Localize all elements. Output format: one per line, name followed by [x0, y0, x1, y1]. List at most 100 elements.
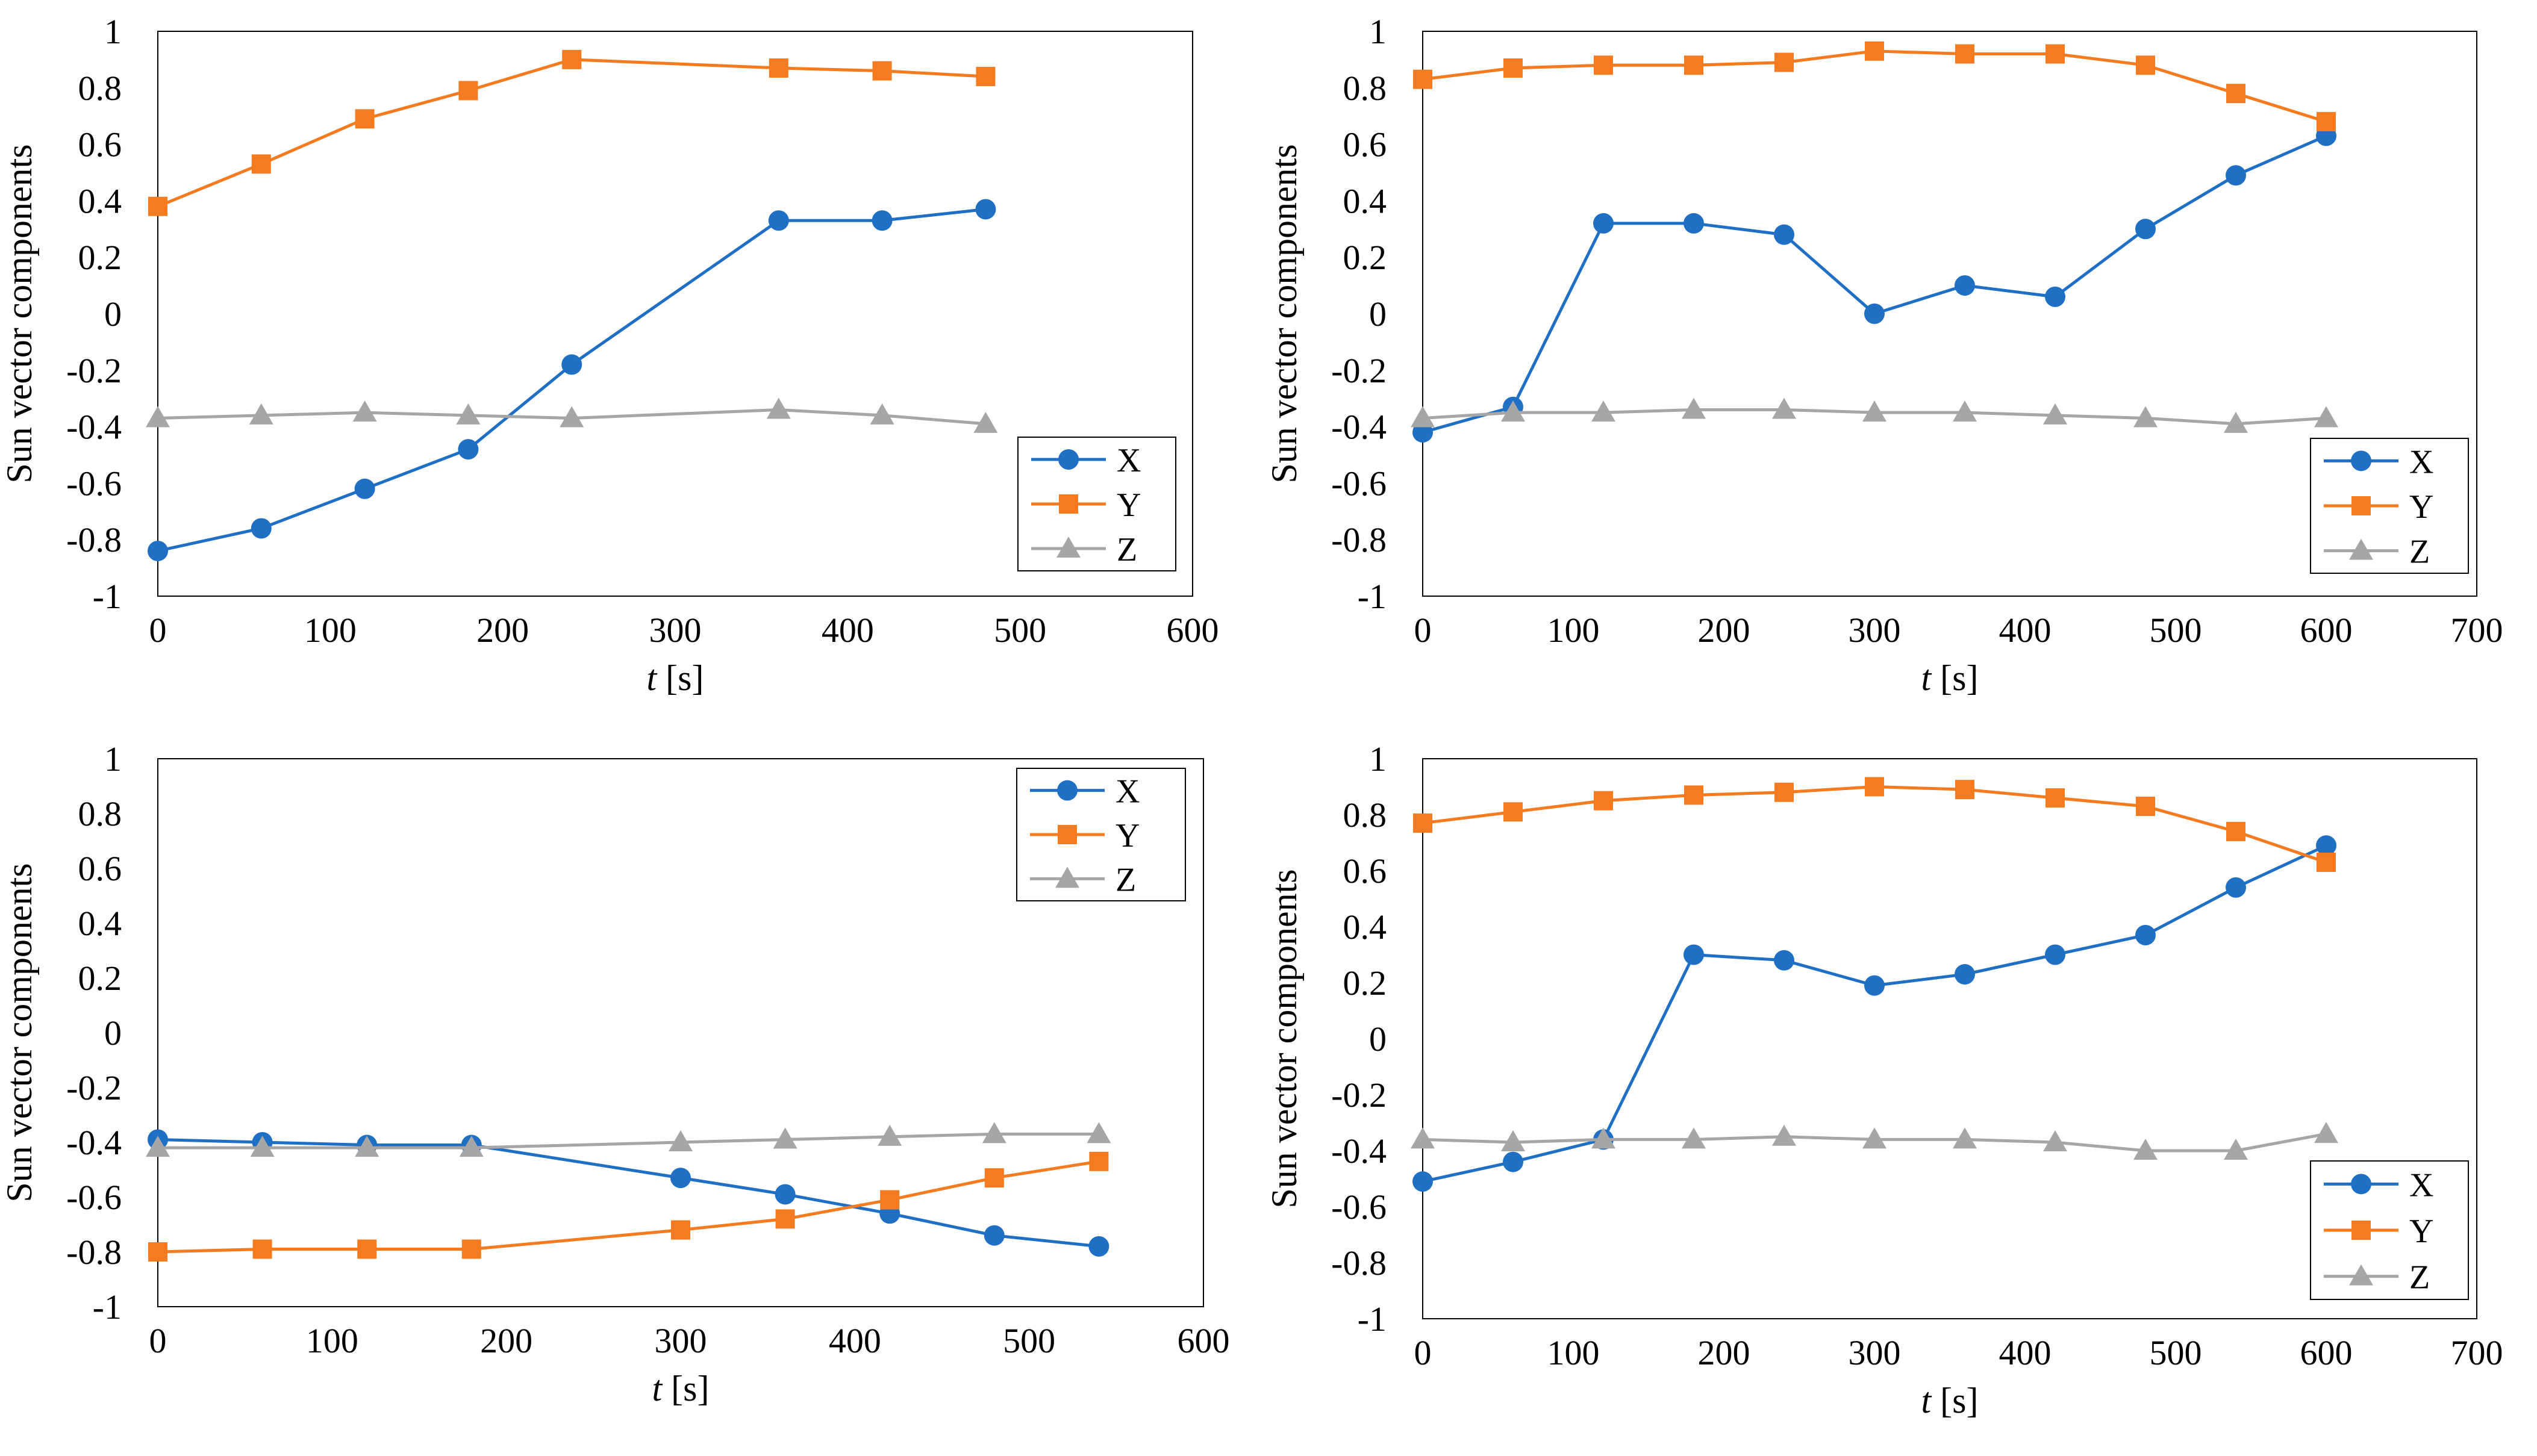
y-tick-label: 0.4 — [78, 904, 122, 943]
x-tick-label: 600 — [2300, 611, 2353, 650]
x-axis-label-unit: [s] — [1931, 658, 1978, 698]
y-tick-label: -1 — [93, 577, 122, 616]
data-point-y — [880, 1190, 900, 1210]
data-point-x — [1955, 275, 1975, 296]
data-point-y — [252, 1239, 272, 1259]
legend-marker-z — [1056, 537, 1081, 558]
data-point-x — [670, 1168, 691, 1189]
x-tick-label: 700 — [2451, 611, 2503, 650]
legend-marker-z — [2349, 1264, 2373, 1286]
x-axis-label-variable: t — [652, 1369, 663, 1408]
x-axis-label: t [s] — [1921, 658, 1979, 698]
data-point-z — [2314, 406, 2338, 428]
x-tick-label: 500 — [2150, 611, 2202, 650]
data-point-z — [560, 406, 584, 428]
data-point-y — [355, 109, 375, 129]
data-point-z — [2043, 1130, 2067, 1152]
series-line-y — [1422, 785, 2327, 864]
data-point-z — [1953, 1127, 1977, 1149]
x-tick-label: 100 — [306, 1321, 358, 1360]
legend-marker-y — [1059, 494, 1078, 514]
data-point-y — [1955, 44, 1974, 64]
data-point-x — [2316, 835, 2336, 856]
data-point-x — [1864, 303, 1885, 324]
data-point-y — [1503, 802, 1523, 822]
data-point-y — [1774, 782, 1794, 802]
x-tick-label: 500 — [1003, 1321, 1055, 1360]
legend-label-x: X — [1117, 442, 1141, 479]
y-tick-label: -0.2 — [1331, 1075, 1387, 1115]
data-point-y — [2226, 821, 2245, 841]
x-tick-label: 300 — [1849, 611, 1901, 650]
data-point-z — [1411, 1127, 1435, 1149]
data-point-y — [1865, 777, 1884, 797]
data-point-x — [1088, 1236, 1109, 1257]
data-point-x — [2135, 924, 2156, 945]
legend-marker-x — [1058, 449, 1079, 470]
data-point-z — [2133, 406, 2158, 428]
data-point-z — [870, 403, 894, 425]
x-axis-label-variable: t — [647, 658, 658, 698]
y-tick-label: 0.6 — [78, 849, 122, 888]
y-tick-label: -0.2 — [66, 1068, 122, 1107]
data-point-y — [872, 61, 892, 81]
x-tick-label: 300 — [655, 1321, 707, 1360]
x-tick-label: 0 — [1414, 611, 1432, 650]
data-point-y — [775, 1209, 795, 1229]
data-point-x — [2045, 944, 2065, 965]
data-point-x — [251, 518, 272, 539]
data-point-z — [2224, 411, 2248, 433]
plot-frame — [1422, 758, 2477, 1319]
data-point-z — [2224, 1139, 2248, 1160]
y-tick-label: -0.2 — [66, 351, 122, 390]
legend-label-y: Y — [2409, 488, 2433, 526]
data-point-y — [357, 1239, 377, 1259]
legend: XYZ — [2310, 438, 2469, 574]
data-point-x — [1864, 975, 1885, 996]
y-tick-label: -1 — [1358, 1299, 1387, 1339]
x-axis-label: t [s] — [652, 1369, 710, 1408]
y-tick-label: 0.8 — [1343, 69, 1387, 108]
chart-panel-bottom-right: 1 0.8 0.6 0.4 0.2 0 -0.2 -0.4 -0.6 -0.8 -1 0 100 200 3… — [1264, 739, 2503, 1420]
y-tick-label: 0.8 — [78, 69, 122, 108]
y-tick-label: -0.6 — [1331, 1187, 1387, 1227]
data-point-z — [249, 403, 273, 425]
y-tick-label: 0 — [104, 294, 122, 334]
y-axis-label: Sun vector components — [1264, 144, 1304, 483]
y-tick-label: 0 — [1369, 294, 1387, 334]
y-tick-label: 0 — [1369, 1019, 1387, 1059]
data-point-z — [355, 1136, 379, 1157]
data-point-x — [1412, 1171, 1433, 1192]
data-point-y — [1594, 791, 1613, 810]
y-tick-label: 0.6 — [1343, 851, 1387, 891]
legend-label-x: X — [2409, 1166, 2433, 1204]
data-point-z — [669, 1130, 693, 1151]
data-point-y — [2046, 44, 2065, 64]
y-tick-label: -0.4 — [66, 408, 122, 447]
data-point-y — [2046, 788, 2065, 808]
plot-frame — [157, 758, 1204, 1307]
y-tick-label: -0.8 — [1331, 520, 1387, 559]
series-line-x — [157, 1137, 1099, 1248]
x-tick-label: 100 — [1547, 611, 1600, 650]
y-tick-label: 1 — [104, 739, 122, 779]
x-tick-label: 200 — [1698, 1333, 1750, 1372]
data-point-x — [2045, 286, 2065, 307]
data-point-x — [872, 210, 893, 231]
data-point-x — [1593, 213, 1614, 234]
data-point-y — [461, 1239, 481, 1259]
data-point-z — [1501, 1130, 1525, 1152]
data-point-x — [2226, 877, 2246, 898]
y-tick-label: -0.6 — [66, 464, 122, 503]
plot-frame — [157, 31, 1193, 597]
series-line-z — [158, 1132, 1099, 1150]
data-point-y — [1865, 41, 1884, 61]
data-point-y — [984, 1168, 1004, 1188]
data-point-x — [1955, 964, 1975, 985]
data-point-z — [352, 400, 377, 422]
x-tick-label: 100 — [1547, 1333, 1600, 1372]
data-point-y — [2136, 797, 2155, 817]
legend-label-z: Z — [1117, 531, 1137, 568]
y-axis-label: Sun vector components — [1264, 869, 1304, 1208]
